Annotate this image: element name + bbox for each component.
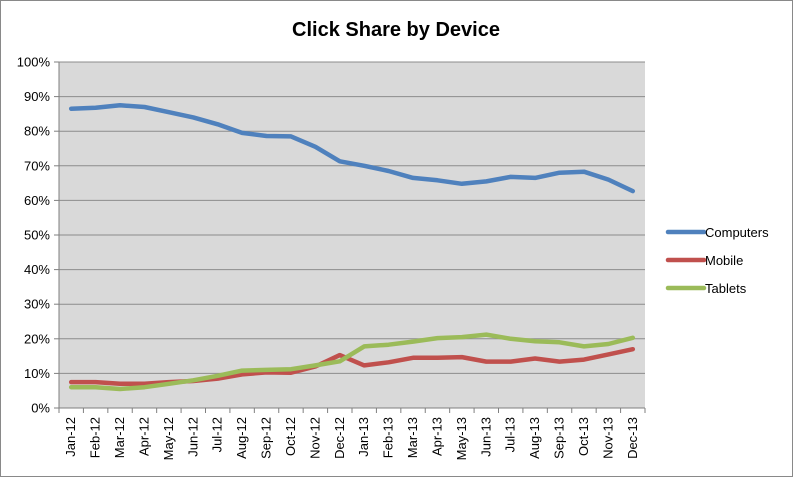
x-tick-label: Dec-12 xyxy=(332,417,347,459)
y-tick-label: 50% xyxy=(24,228,50,243)
x-tick-label: Jul-12 xyxy=(210,417,225,452)
x-tick-label: Feb-13 xyxy=(381,417,396,458)
x-tick-label: Oct-13 xyxy=(576,417,591,456)
legend-label-computers: Computers xyxy=(705,225,769,240)
x-tick-label: Oct-12 xyxy=(283,417,298,456)
x-tick-label: Feb-12 xyxy=(88,417,103,458)
x-tick-label: Sep-13 xyxy=(552,417,567,459)
gridlines xyxy=(59,61,645,374)
x-tick-label: Mar-12 xyxy=(112,417,127,458)
y-tick-label: 100% xyxy=(17,55,51,70)
y-tick-label: 10% xyxy=(24,366,50,381)
x-tick-label: Sep-12 xyxy=(259,417,274,459)
legend-label-tablets: Tablets xyxy=(705,281,747,296)
x-tick-label: Apr-12 xyxy=(136,417,151,456)
x-tick-label: Jul-13 xyxy=(503,417,518,452)
x-tick-label: Jun-12 xyxy=(185,417,200,457)
y-tick-label: 60% xyxy=(24,193,50,208)
series-line-computers xyxy=(68,103,636,194)
x-tick-label: Jun-13 xyxy=(478,417,493,457)
x-tick-label: May-12 xyxy=(161,417,176,460)
x-tick-label: Nov-12 xyxy=(307,417,322,459)
y-tick-label: 80% xyxy=(24,124,50,139)
x-tick-label: Jan-12 xyxy=(63,417,78,457)
y-tick-label: 30% xyxy=(24,297,50,312)
x-tick-label: Nov-13 xyxy=(600,417,615,459)
y-axis-ticks: 0% 10% 20% 30% 40% 50% 60% 70% 80% 90% 100% xyxy=(17,55,59,416)
x-tick-label: Jan-13 xyxy=(356,417,371,457)
x-tick-label: Aug-13 xyxy=(527,417,542,459)
y-tick-label: 40% xyxy=(24,262,50,277)
x-tick-label: Aug-12 xyxy=(234,417,249,459)
chart-title: Click Share by Device xyxy=(292,19,500,41)
x-axis-ticks: Jan-12 Feb-12 Mar-12 Apr-12 May-12 Jun-12 Jul-… xyxy=(58,408,646,460)
y-tick-label: 70% xyxy=(24,158,50,173)
y-tick-label: 20% xyxy=(24,331,50,346)
y-tick-label: 90% xyxy=(24,89,50,104)
x-tick-label: Mar-13 xyxy=(405,417,420,458)
legend-label-mobile: Mobile xyxy=(705,253,743,268)
series-line-tablets xyxy=(68,332,636,392)
x-tick-label: Apr-13 xyxy=(429,417,444,456)
series-lines xyxy=(68,103,636,392)
x-tick-label: May-13 xyxy=(454,417,469,460)
y-tick-label: 0% xyxy=(31,401,50,416)
legend: Computers Mobile Tablets xyxy=(665,225,769,296)
x-tick-label: Dec-13 xyxy=(625,417,640,459)
